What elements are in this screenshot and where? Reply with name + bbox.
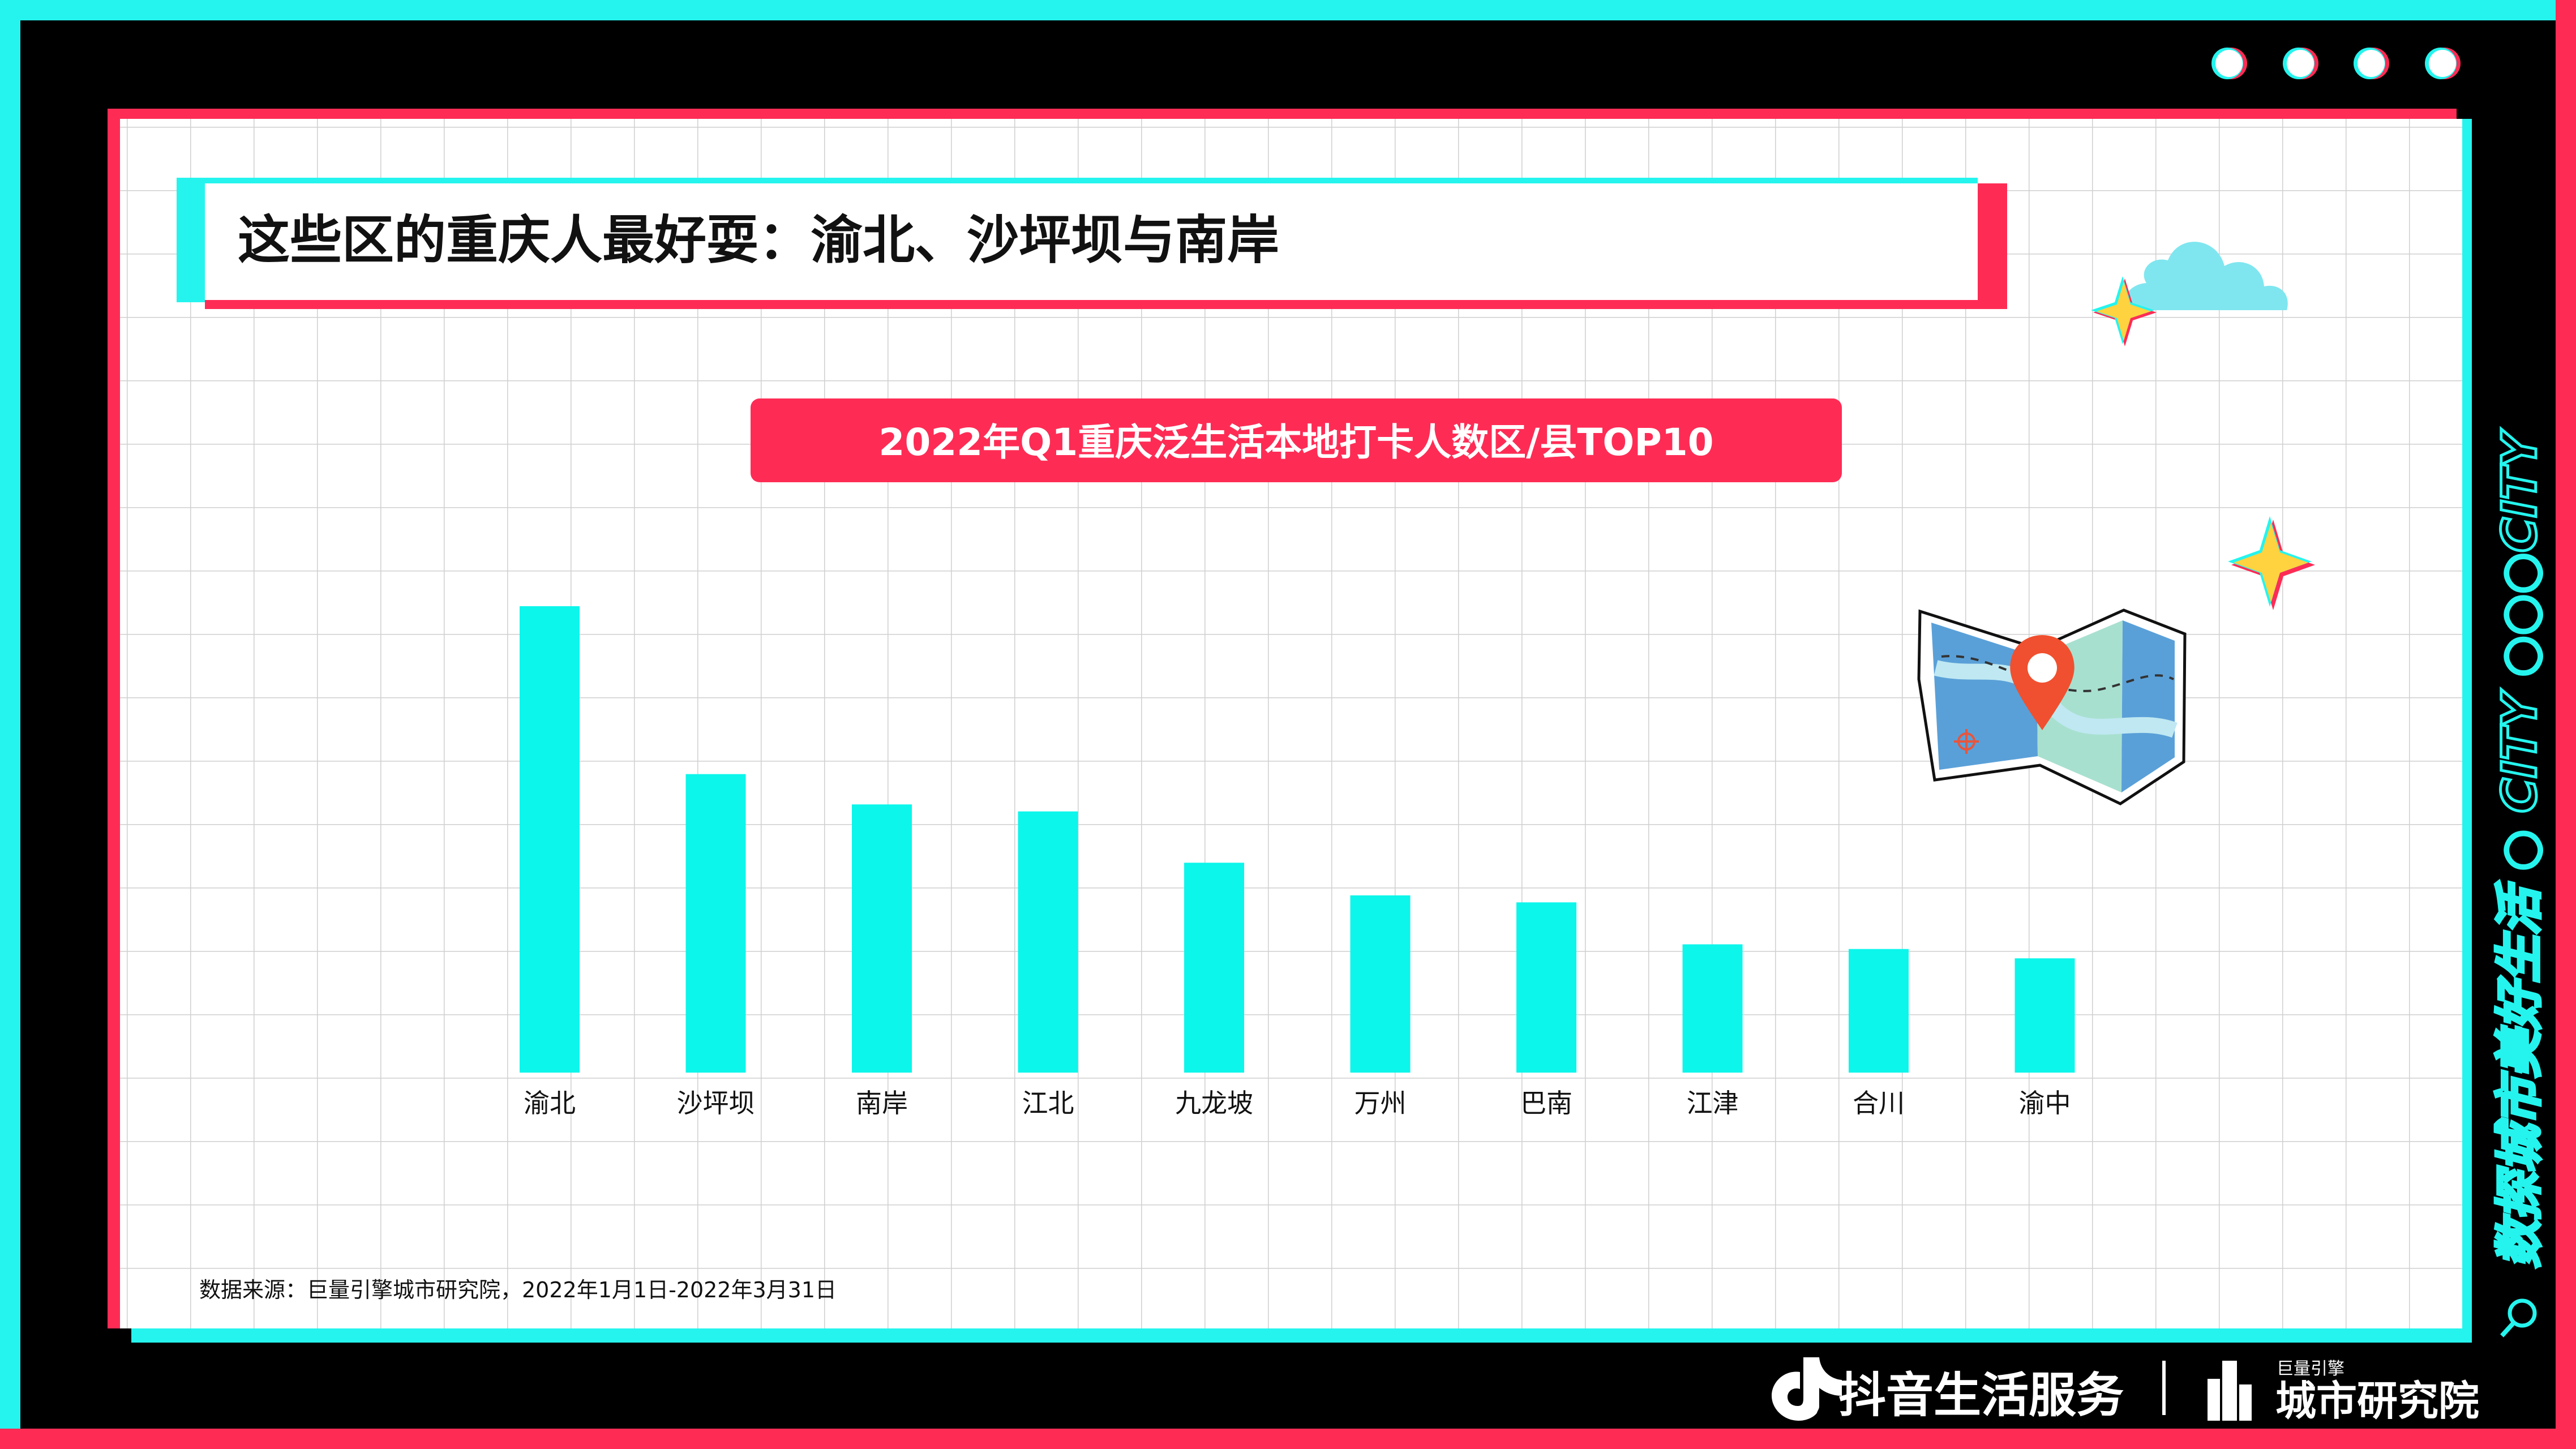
window-dots bbox=[2211, 48, 2461, 79]
x-tick-label: 江北 bbox=[1022, 1088, 1074, 1118]
bar-9 bbox=[1849, 949, 1909, 1073]
bar-1 bbox=[520, 606, 580, 1073]
x-tick-label: 江津 bbox=[1687, 1088, 1739, 1118]
x-tick-label: 万州 bbox=[1355, 1088, 1407, 1118]
bar-7 bbox=[1516, 902, 1576, 1073]
map-illustration bbox=[1917, 608, 2187, 805]
bar-4 bbox=[1018, 811, 1078, 1073]
search-icon bbox=[2500, 1298, 2537, 1337]
institute-small: 巨量引擎 bbox=[2277, 1359, 2344, 1379]
chart-title: 2022年Q1重庆泛生活本地打卡人数区/县TOP10 bbox=[878, 421, 1713, 464]
x-tick-label: 渝北 bbox=[524, 1088, 576, 1118]
chart-title-pill bbox=[751, 398, 1842, 482]
bar-8 bbox=[1682, 944, 1743, 1073]
bar-3 bbox=[852, 804, 912, 1073]
frame-pink-right bbox=[2556, 0, 2576, 1449]
x-tick-label: 巴南 bbox=[1520, 1088, 1572, 1118]
page-title: 这些区的重庆人最好耍：渝北、沙坪坝与南岸 bbox=[238, 210, 1279, 271]
bar-5 bbox=[1184, 863, 1244, 1073]
sparkle-icon bbox=[2228, 516, 2315, 610]
x-tick-label: 沙坪坝 bbox=[677, 1088, 755, 1118]
bar-10 bbox=[2014, 958, 2075, 1073]
x-tick-label: 渝中 bbox=[2019, 1088, 2071, 1118]
side-text: 数探城市美好生活 ○ CITY ○○○CITY bbox=[2492, 429, 2547, 1268]
institute-name: 城市研究院 bbox=[2275, 1377, 2479, 1425]
bar-series bbox=[520, 606, 2075, 1073]
crosshair-icon bbox=[1954, 729, 1979, 754]
x-tick-label: 九龙坡 bbox=[1175, 1088, 1253, 1118]
frame-pink-bottom bbox=[0, 1429, 2576, 1449]
bar-6 bbox=[1350, 895, 1411, 1073]
douyin-brand: 抖音生活服务 bbox=[1838, 1367, 2124, 1423]
x-axis-labels: 渝北 沙坪坝 南岸 江北 九龙坡 万州 巴南 江津 合川 渝中 bbox=[524, 1088, 2071, 1118]
brand-bar: 抖音生活服务 巨量引擎 城市研究院 bbox=[1772, 1357, 2479, 1425]
x-tick-label: 南岸 bbox=[856, 1088, 908, 1118]
city-building-icon bbox=[2208, 1361, 2252, 1421]
brand-divider bbox=[2162, 1361, 2166, 1415]
douyin-logo-icon bbox=[1772, 1357, 1842, 1421]
cloud-icon bbox=[2123, 242, 2288, 310]
source-note: 数据来源：巨量引擎城市研究院，2022年1月1日-2022年3月31日 bbox=[199, 1277, 837, 1302]
side-text-group: 数探城市美好生活 ○ CITY ○○○CITY bbox=[2491, 427, 2549, 1337]
title-box bbox=[205, 183, 1978, 300]
x-tick-label: 合川 bbox=[1853, 1088, 1905, 1118]
frame-cyan-left bbox=[0, 0, 20, 1449]
sparkle-icon bbox=[2091, 276, 2157, 346]
bar-2 bbox=[685, 774, 746, 1073]
frame-cyan-top bbox=[0, 0, 2576, 20]
